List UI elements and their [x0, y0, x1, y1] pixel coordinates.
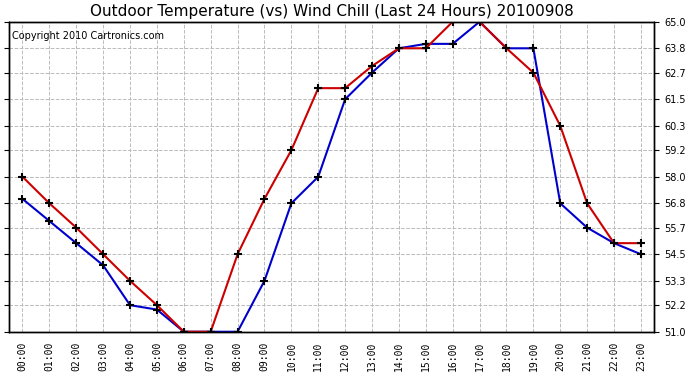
Text: Copyright 2010 Cartronics.com: Copyright 2010 Cartronics.com — [12, 31, 164, 41]
Title: Outdoor Temperature (vs) Wind Chill (Last 24 Hours) 20100908: Outdoor Temperature (vs) Wind Chill (Las… — [90, 4, 573, 19]
